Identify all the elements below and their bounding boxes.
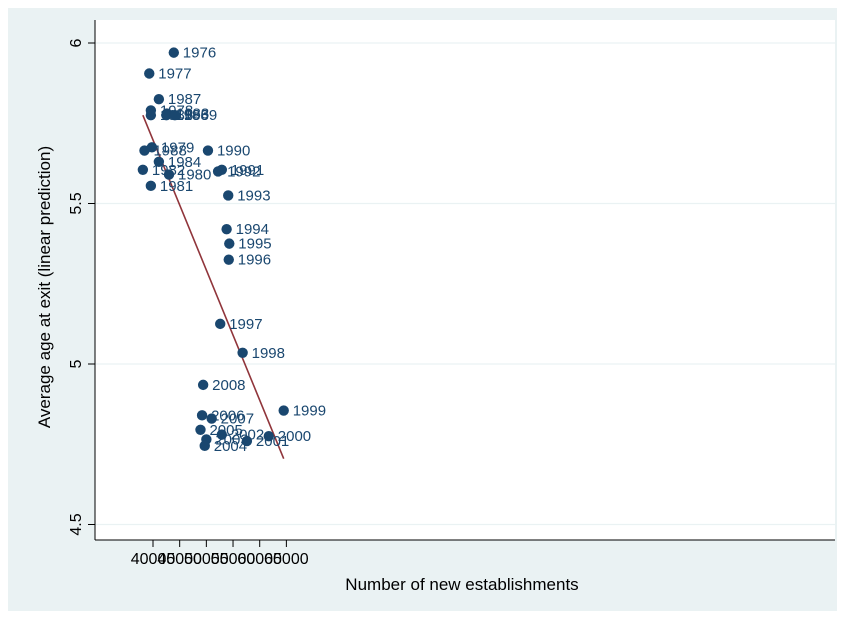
- point-label: 2008: [212, 377, 245, 394]
- data-point: [196, 410, 208, 421]
- point-label: 1983: [176, 106, 209, 123]
- y-tick-label: 5.5: [68, 192, 85, 214]
- y-tick-label: 6: [68, 38, 85, 47]
- x-tick-label: 40000: [131, 551, 176, 568]
- point-label: 1999: [293, 403, 326, 420]
- point-label: 2004: [214, 438, 247, 455]
- plot-area: [95, 20, 835, 540]
- data-point: [153, 93, 165, 105]
- point-label: 1989: [184, 107, 217, 124]
- data-point: [223, 254, 234, 265]
- point-label: 1980: [178, 167, 211, 184]
- data-point: [153, 156, 165, 167]
- data-points: 1976197719781979198019811982198319841985…: [137, 45, 326, 455]
- point-label: 2003: [215, 431, 248, 448]
- point-label: 1977: [158, 65, 191, 82]
- point-label: 1996: [238, 252, 271, 269]
- data-point: [263, 431, 274, 442]
- y-tick-label: 4.5: [68, 513, 85, 535]
- data-point: [145, 110, 157, 121]
- data-point: [221, 223, 232, 235]
- x-tick-label: 60000: [237, 551, 282, 568]
- data-point: [224, 238, 235, 249]
- data-point: [161, 110, 172, 121]
- point-label: 2001: [256, 433, 289, 450]
- data-point: [202, 145, 214, 156]
- point-label: 1990: [217, 143, 250, 160]
- data-point: [241, 435, 253, 447]
- point-label: 1991: [231, 162, 264, 179]
- point-label: 1976: [183, 45, 216, 62]
- y-tick-label: 5: [68, 359, 85, 368]
- x-tick-label: 65000: [264, 551, 309, 568]
- y-axis-label: Average age at exit (linear prediction): [35, 146, 54, 428]
- point-label: 1981: [160, 178, 193, 195]
- data-point: [223, 190, 234, 201]
- point-label: 1994: [236, 221, 269, 238]
- point-label: 2006: [211, 407, 244, 424]
- point-label: 1988: [153, 143, 186, 160]
- gridlines: [95, 42, 835, 526]
- data-point: [206, 413, 217, 424]
- point-label: 1986: [175, 107, 208, 124]
- data-point: [215, 318, 226, 330]
- point-label: 1993: [237, 187, 270, 204]
- point-label: 1987: [168, 91, 201, 108]
- data-point: [145, 180, 157, 192]
- data-point: [199, 440, 210, 452]
- point-label: 1997: [229, 316, 262, 333]
- data-point: [237, 347, 248, 358]
- point-label: 1998: [252, 345, 285, 362]
- point-label: 2005: [209, 422, 242, 439]
- data-point: [137, 164, 149, 175]
- data-point: [278, 405, 289, 416]
- data-point: [144, 68, 155, 79]
- data-point: [197, 379, 209, 391]
- point-label: 1979: [161, 139, 194, 156]
- data-point: [168, 47, 180, 58]
- data-point: [163, 169, 175, 180]
- point-label: 2007: [221, 411, 254, 428]
- x-tick-label: 55000: [211, 551, 256, 568]
- x-axis-label: Number of new establishments: [345, 575, 578, 594]
- x-tick-label: 50000: [184, 551, 229, 568]
- point-label: 1984: [168, 154, 201, 171]
- data-point: [139, 145, 150, 156]
- data-point: [216, 429, 228, 440]
- data-point: [212, 166, 224, 177]
- point-label: 1995: [238, 236, 271, 253]
- point-label: 2002: [231, 427, 264, 444]
- data-point: [169, 110, 181, 121]
- point-label: 2000: [278, 428, 311, 445]
- data-point: [195, 424, 206, 436]
- x-tick-label: 45000: [157, 551, 202, 568]
- point-label: 1992: [227, 163, 260, 180]
